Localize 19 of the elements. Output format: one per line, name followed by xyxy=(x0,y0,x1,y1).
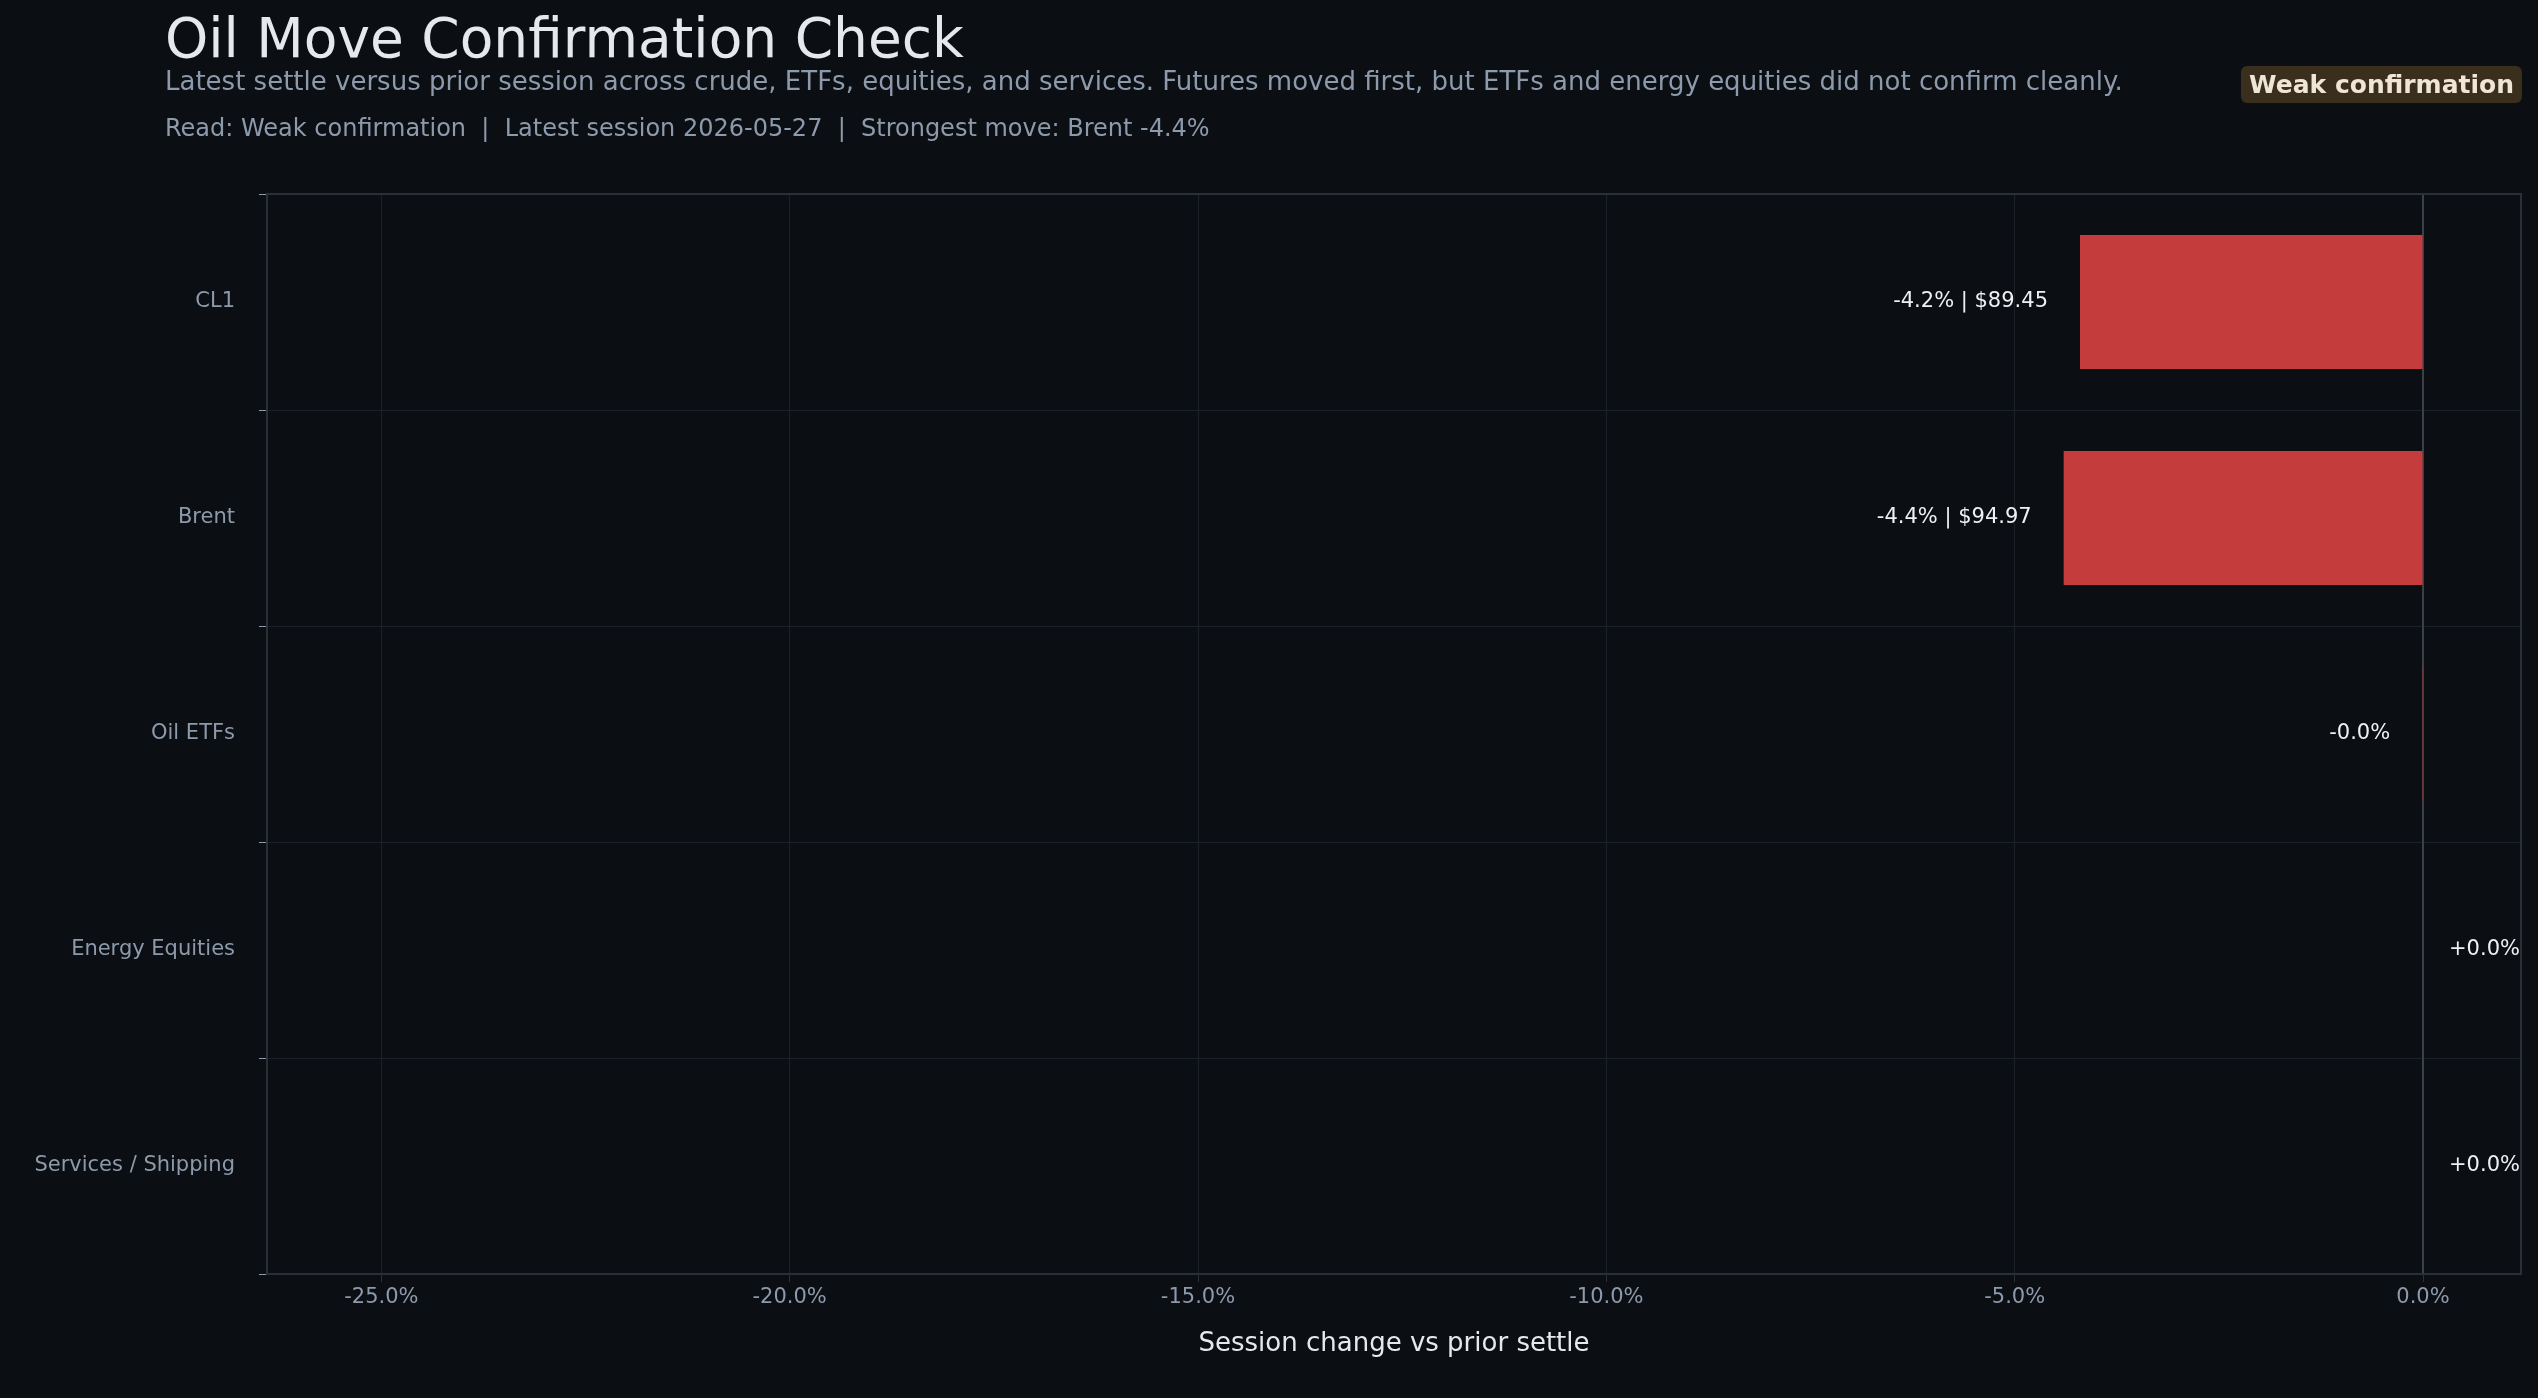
x-tick-label: -20.0% xyxy=(752,1284,827,1309)
data-label: +0.0% xyxy=(2449,1152,2520,1177)
text: Read: Weak confirmation | Latest session 2026-05-27 | Strongest move: Brent -4.4% xyxy=(165,114,1210,142)
x-tick-label: -15.0% xyxy=(1160,1284,1236,1309)
data-label: -4.2% | $89.45 xyxy=(1893,288,2048,314)
y-tick-label: Services / Shipping xyxy=(34,1152,235,1177)
x-tick-label: -5.0% xyxy=(1984,1284,2046,1309)
x-tick-label: -25.0% xyxy=(344,1284,419,1309)
y-tick-label: CL1 xyxy=(195,288,235,313)
x-tick-label: 0.0% xyxy=(2396,1284,2450,1309)
x-tick-label: -10.0% xyxy=(1569,1284,1644,1309)
text: Weak confirmation xyxy=(2241,66,2522,103)
data-label: -0.0% xyxy=(2329,720,2391,745)
data-label: +0.0% xyxy=(2449,936,2520,961)
data-label: -4.4% | $94.97 xyxy=(1876,504,2032,530)
y-tick-label: Energy Equities xyxy=(71,936,235,961)
x-axis-title: Session change vs prior settle xyxy=(1198,1327,1590,1358)
y-tick-label: Brent xyxy=(177,504,235,529)
y-tick-label: Oil ETFs xyxy=(151,720,235,745)
